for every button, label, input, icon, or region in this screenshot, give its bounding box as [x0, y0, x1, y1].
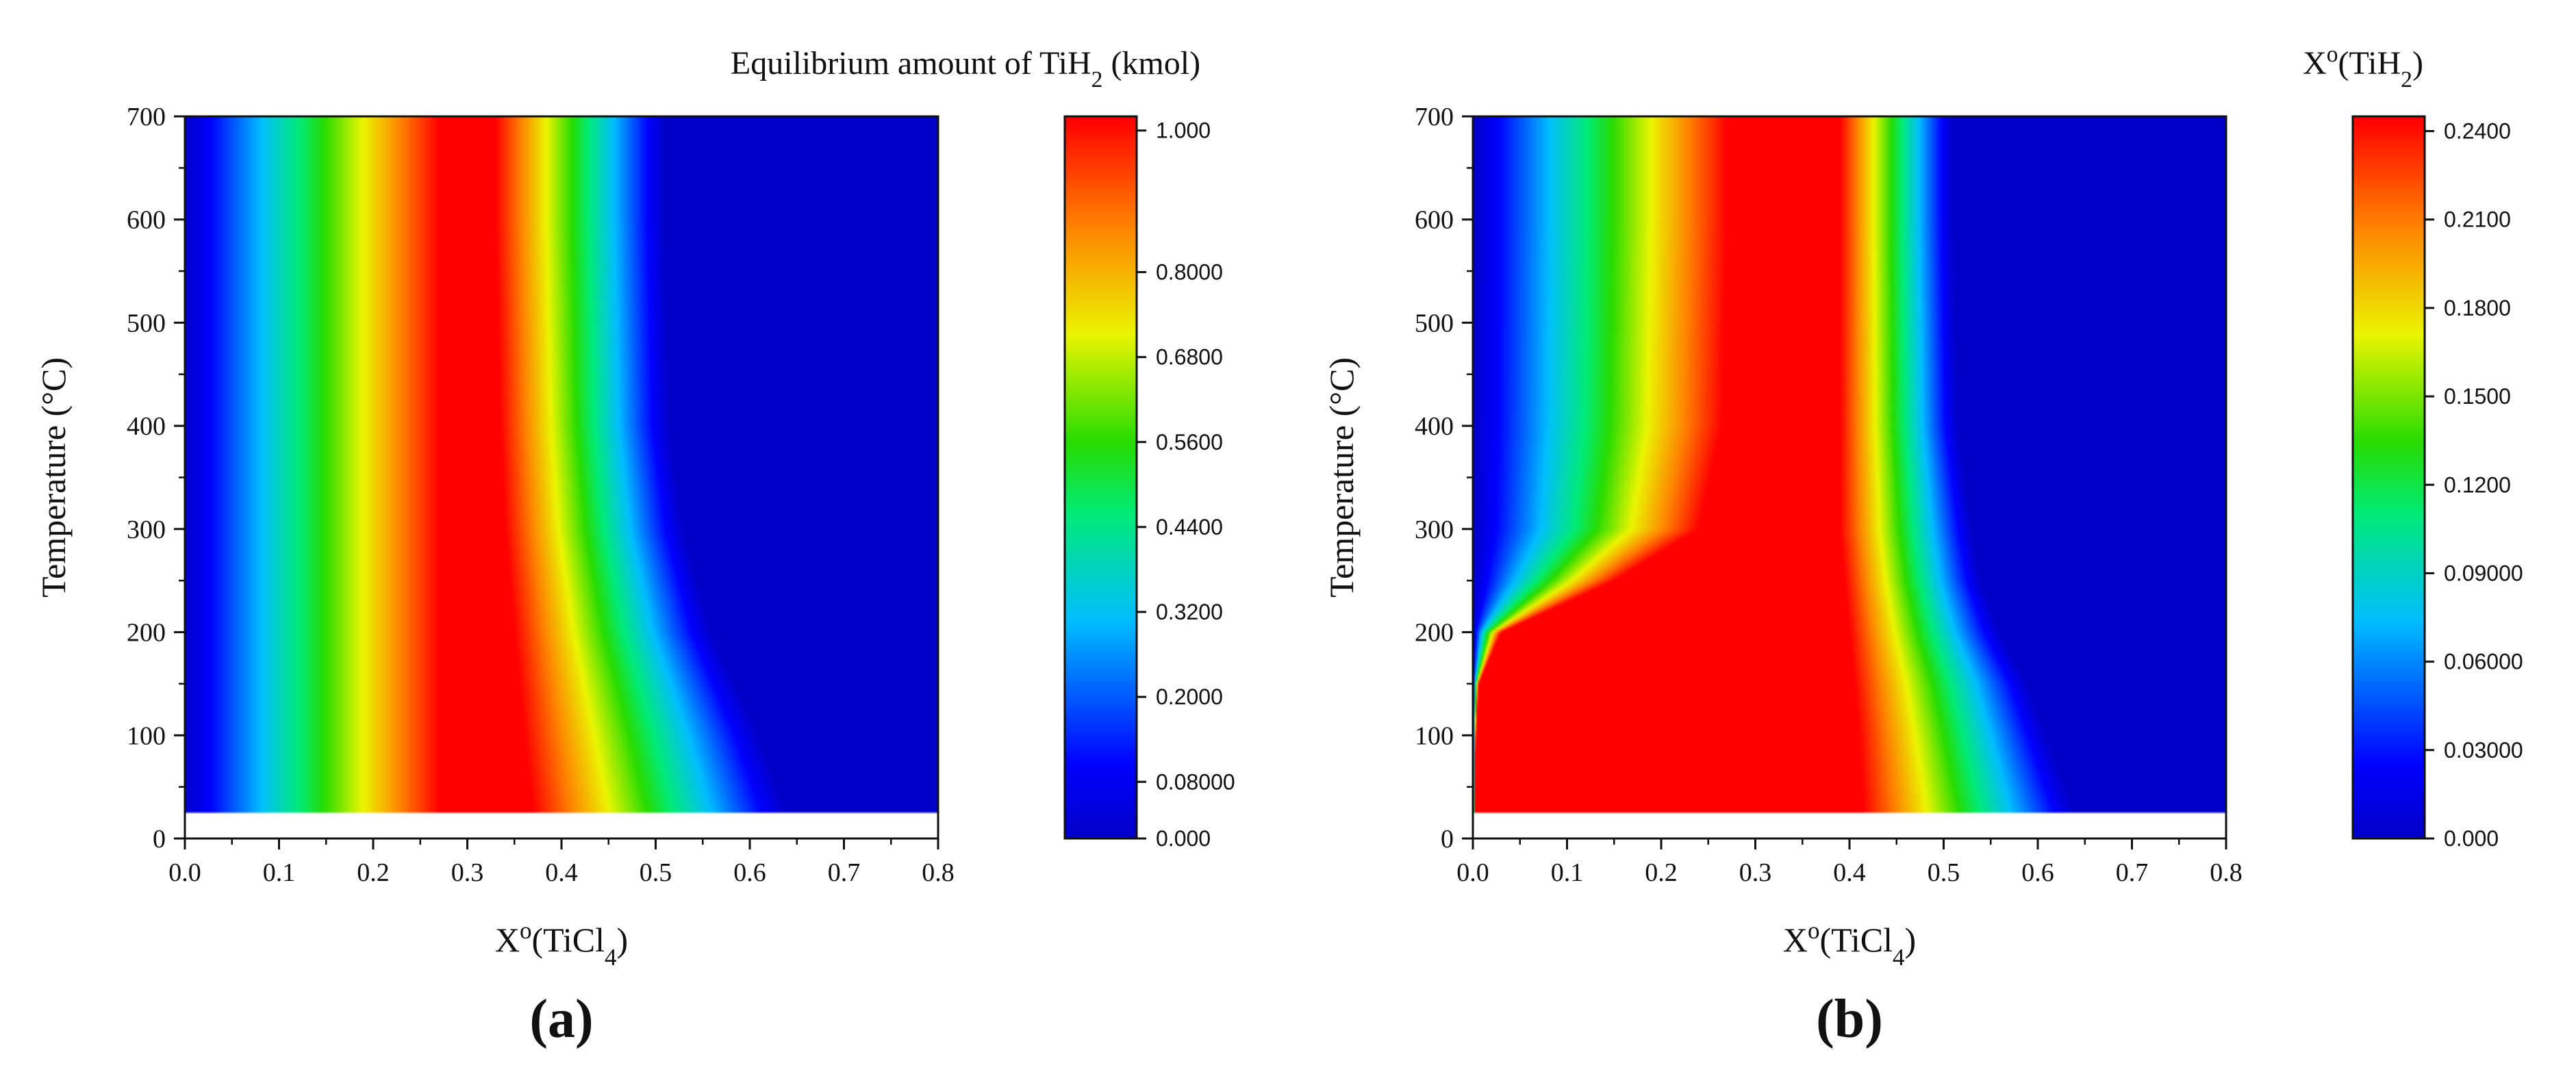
- colorbar-title-b: Xo(TiH2): [2303, 42, 2423, 92]
- x-axis-title-b: Xo(TiCl4): [1783, 917, 1916, 971]
- panel-label-a: (a): [529, 989, 593, 1049]
- y-tick-label-b-0: 0: [1441, 825, 1454, 854]
- x-tick-label-a-3: 0.3: [451, 858, 484, 887]
- panel-label-b: (b): [1816, 989, 1883, 1049]
- y-tick-label-b-3: 300: [1415, 515, 1454, 544]
- colorbar-tick-label-a-1: 0.08000: [1156, 769, 1235, 794]
- colorbar-tick-label-b-5: 0.1500: [2444, 384, 2511, 409]
- x-tick-label-a-1: 0.1: [263, 858, 296, 887]
- heatmap-chart-a: 0.0 0.1 0.2 0.3 0.4 0.5 0.6 0.7 0.8 0 100 200 300 400…: [34, 45, 1235, 1049]
- colorbar-frame-b: [2351, 115, 2426, 840]
- x-axis-title-a: Xo(TiCl4): [495, 917, 628, 971]
- y-axis-title-a: Temperature (°C): [34, 357, 73, 598]
- x-tick-label-a-2: 0.2: [357, 858, 390, 887]
- x-tick-label-a-4: 0.4: [545, 858, 578, 887]
- y-tick-label-b-4: 400: [1415, 412, 1454, 441]
- colorbar-tick-label-a-6: 0.6800: [1156, 345, 1223, 370]
- y-axis-title-b: Temperature (°C): [1322, 357, 1361, 598]
- colorbar-frame-a: [1063, 115, 1138, 840]
- y-tick-label-a-2: 200: [127, 619, 166, 648]
- x-tick-label-b-7: 0.7: [2116, 858, 2149, 887]
- colorbar-tick-label-b-6: 0.1800: [2444, 296, 2511, 320]
- colorbar-tick-label-a-8: 1.000: [1156, 118, 1211, 143]
- colorbar-tick-label-b-7: 0.2100: [2444, 207, 2511, 232]
- colorbar-tick-label-a-2: 0.2000: [1156, 684, 1223, 709]
- heatmap-surface-a: [185, 116, 938, 838]
- x-tick-label-b-4: 0.4: [1833, 858, 1866, 887]
- x-tick-label-b-6: 0.6: [2021, 858, 2054, 887]
- x-tick-label-a-7: 0.7: [828, 858, 861, 887]
- y-tick-label-b-7: 700: [1415, 103, 1454, 131]
- y-tick-label-a-6: 600: [127, 206, 166, 235]
- heatmap-chart-b: 0.0 0.1 0.2 0.3 0.4 0.5 0.6 0.7 0.8 0 100 200 300 400…: [1322, 42, 2523, 1050]
- colorbar-title-a: Equilibrium amount of TiH2 (kmol): [731, 45, 1200, 92]
- colorbar-tick-label-b-0: 0.000: [2444, 826, 2499, 851]
- x-tick-label-b-0: 0.0: [1456, 858, 1489, 887]
- heatmap-surface-b: [1473, 116, 2226, 838]
- y-tick-label-b-2: 200: [1415, 619, 1454, 648]
- x-tick-label-b-5: 0.5: [1928, 858, 1960, 887]
- colorbar-gradient-a: [1065, 116, 1137, 838]
- y-tick-label-a-1: 100: [127, 721, 166, 750]
- y-tick-label-b-6: 600: [1415, 206, 1454, 235]
- x-tick-label-b-2: 0.2: [1645, 858, 1678, 887]
- colorbar-tick-label-a-0: 0.000: [1156, 826, 1211, 851]
- x-tick-label-b-1: 0.1: [1551, 858, 1584, 887]
- chart-panel-b: 0.0 0.1 0.2 0.3 0.4 0.5 0.6 0.7 0.8 0 100 200 300 400…: [1288, 0, 2576, 1076]
- colorbar-gradient-b: [2353, 116, 2425, 838]
- x-tick-label-a-8: 0.8: [922, 858, 955, 887]
- colorbar-tick-label-a-5: 0.5600: [1156, 430, 1223, 454]
- y-tick-label-a-3: 300: [127, 515, 166, 544]
- x-tick-label-a-6: 0.6: [733, 858, 766, 887]
- x-tick-label-a-5: 0.5: [640, 858, 672, 887]
- colorbar-tick-label-b-3: 0.09000: [2444, 561, 2523, 585]
- colorbar-tick-label-b-4: 0.1200: [2444, 472, 2511, 497]
- colorbar-tick-label-a-4: 0.4400: [1156, 515, 1223, 539]
- y-tick-label-a-0: 0: [153, 825, 166, 854]
- y-tick-label-a-4: 400: [127, 412, 166, 441]
- colorbar-tick-label-b-1: 0.03000: [2444, 738, 2523, 763]
- colorbar-tick-label-b-8: 0.2400: [2444, 119, 2511, 144]
- colorbar-tick-label-b-2: 0.06000: [2444, 650, 2523, 674]
- y-tick-label-b-1: 100: [1415, 721, 1454, 750]
- y-tick-label-a-7: 700: [127, 103, 166, 131]
- colorbar-tick-label-a-3: 0.3200: [1156, 600, 1223, 624]
- y-tick-label-a-5: 500: [127, 309, 166, 337]
- colorbar-tick-label-a-7: 0.8000: [1156, 260, 1223, 285]
- y-tick-label-b-5: 500: [1415, 309, 1454, 337]
- x-tick-label-b-3: 0.3: [1739, 858, 1772, 887]
- x-tick-label-b-8: 0.8: [2210, 858, 2243, 887]
- x-tick-label-a-0: 0.0: [168, 858, 201, 887]
- chart-panel-a: 0.0 0.1 0.2 0.3 0.4 0.5 0.6 0.7 0.8 0 100 200 300 400…: [34, 45, 1235, 1049]
